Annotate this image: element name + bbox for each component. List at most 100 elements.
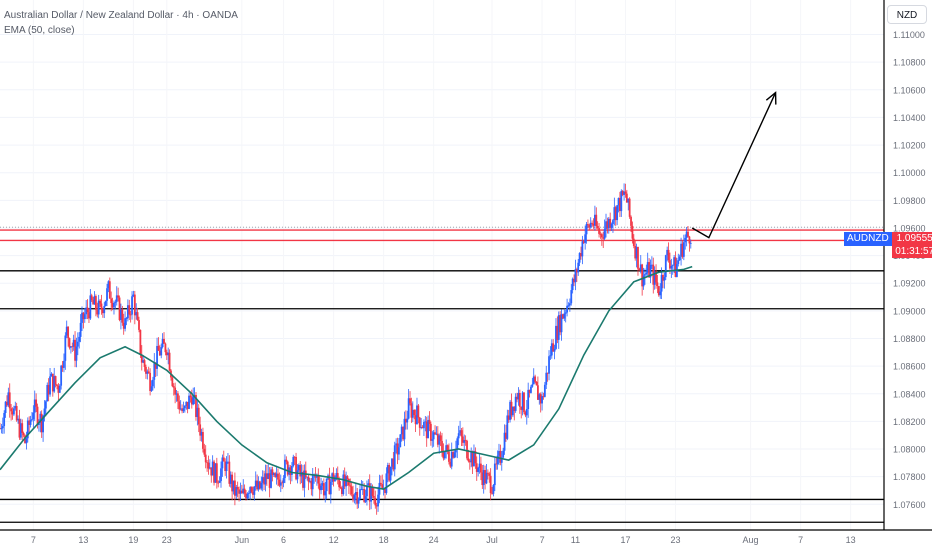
candle-body: [164, 343, 167, 353]
candle-body: [200, 432, 203, 436]
candle-body: [627, 198, 630, 203]
candle-body: [19, 423, 22, 438]
candle-body: [33, 399, 36, 413]
candle-body: [128, 305, 131, 315]
candle-body: [635, 246, 638, 259]
candle-body: [172, 386, 175, 388]
candle-body: [42, 415, 44, 433]
candle-body: [409, 398, 411, 404]
candle-body: [90, 295, 93, 301]
arrow-path: [691, 92, 777, 239]
candle-body: [660, 275, 663, 292]
candle-body: [350, 486, 353, 495]
candle-body: [339, 487, 342, 488]
candle-body: [656, 282, 659, 287]
candle-body: [368, 483, 371, 502]
candle-body: [645, 272, 648, 275]
candle-body: [644, 274, 646, 276]
candle-body: [297, 465, 300, 471]
candle-body: [674, 257, 677, 277]
price-tick-label: 1.08800: [893, 334, 926, 344]
candle-body: [75, 346, 78, 361]
candle-body: [178, 401, 181, 410]
candle-body: [689, 242, 692, 244]
candle-body: [63, 360, 65, 368]
candle-body: [614, 207, 617, 221]
candle-body: [82, 312, 85, 320]
candle-body: [610, 223, 613, 228]
projection-arrow[interactable]: [691, 91, 777, 239]
candle-body: [566, 305, 568, 313]
candle-body: [537, 385, 539, 400]
candle-body: [347, 478, 350, 486]
candle-body: [492, 485, 495, 494]
time-axis[interactable]: 7 13 19 23 Jun 6 12 18 24 Jul 7 11 17 23 Aug 7 13: [0, 529, 932, 545]
candle-body: [543, 384, 546, 397]
candle-body: [485, 472, 488, 484]
candle-body: [261, 477, 264, 483]
candle-body: [145, 366, 147, 374]
candle-body: [384, 488, 386, 493]
candle-body: [459, 430, 461, 434]
indicator-label[interactable]: EMA (50, close): [4, 25, 75, 36]
candle-body: [250, 487, 253, 492]
candle-body: [193, 394, 196, 396]
candle-body: [317, 475, 320, 484]
candle-body: [154, 362, 157, 369]
candle-body: [509, 401, 512, 420]
candle-body: [432, 432, 435, 440]
candle-body: [74, 339, 76, 361]
candle-body: [260, 482, 263, 489]
candle-body: [282, 478, 285, 484]
candle-body: [670, 265, 673, 269]
candle-body: [335, 473, 338, 479]
candle-body: [204, 454, 207, 463]
candle-body: [247, 493, 250, 495]
candle-body: [420, 427, 423, 428]
candle-body: [598, 228, 600, 234]
candle-body: [489, 475, 492, 494]
candle-body: [600, 234, 603, 238]
candle-body: [349, 485, 352, 487]
candle-body: [464, 439, 467, 441]
candle-body: [0, 428, 3, 429]
candle-body: [93, 296, 96, 305]
currency-button[interactable]: NZD: [887, 5, 927, 24]
candle-body: [135, 312, 138, 316]
symbol-title[interactable]: Australian Dollar / New Zealand Dollar ·…: [4, 10, 238, 21]
candle-body: [595, 214, 598, 227]
candle-body: [471, 452, 474, 467]
candle-body: [573, 278, 575, 283]
candle-body: [381, 484, 384, 490]
candle-body: [122, 322, 125, 329]
candle-body: [568, 303, 571, 306]
candle-body: [242, 488, 245, 494]
price-tick-label: 1.08400: [893, 389, 926, 399]
candle-body: [500, 457, 503, 463]
candle-body: [602, 237, 605, 239]
candle-body: [3, 412, 6, 427]
candle-body: [450, 451, 453, 467]
price-tick-label: 1.10200: [893, 141, 926, 151]
candle-body: [480, 463, 482, 473]
candle-body: [89, 295, 92, 319]
candle-body: [15, 406, 18, 421]
candle-body: [236, 487, 239, 490]
candle-body: [399, 434, 402, 448]
horizontal-levels[interactable]: [0, 226, 884, 523]
arrow-head: [765, 91, 777, 105]
candle-body: [436, 433, 439, 445]
price-axis[interactable]: 1.11000 1.10800 1.10600 1.10400 1.10200 1.100…: [883, 0, 926, 530]
candle-body: [585, 224, 588, 235]
candle-body: [623, 191, 625, 195]
candle-body: [211, 461, 214, 476]
candle-body: [530, 386, 532, 393]
candle-body: [478, 463, 481, 468]
candle-body: [267, 473, 270, 479]
candle-body: [104, 300, 107, 307]
candle-body: [659, 291, 662, 296]
candle-body: [257, 481, 260, 490]
candle-body: [641, 264, 644, 287]
candle-body: [663, 277, 666, 281]
